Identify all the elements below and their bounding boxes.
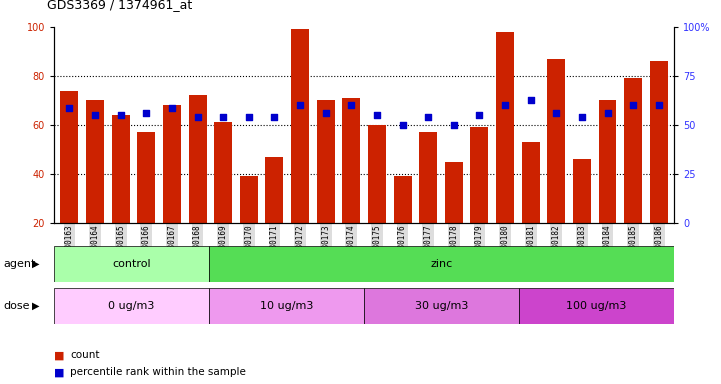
Point xyxy=(602,109,614,116)
Bar xyxy=(573,159,591,272)
Point xyxy=(115,112,126,118)
Text: 100 ug/m3: 100 ug/m3 xyxy=(567,301,627,311)
Text: GDS3369 / 1374961_at: GDS3369 / 1374961_at xyxy=(47,0,192,12)
Point xyxy=(294,102,306,108)
Point xyxy=(627,102,639,108)
Bar xyxy=(547,59,565,272)
Point xyxy=(653,102,665,108)
Point xyxy=(192,114,203,121)
Text: ▶: ▶ xyxy=(32,301,40,311)
Bar xyxy=(291,29,309,272)
Text: agent: agent xyxy=(4,259,36,269)
Bar xyxy=(342,98,360,272)
Bar xyxy=(209,246,674,282)
Point xyxy=(345,102,357,108)
Bar xyxy=(61,91,79,272)
Bar xyxy=(368,125,386,272)
Text: 30 ug/m3: 30 ug/m3 xyxy=(415,301,469,311)
Bar xyxy=(214,122,232,272)
Point xyxy=(320,109,332,116)
Point xyxy=(448,122,459,128)
Text: percentile rank within the sample: percentile rank within the sample xyxy=(70,367,246,377)
Point xyxy=(499,102,510,108)
Bar xyxy=(394,176,412,272)
Text: zinc: zinc xyxy=(430,259,453,269)
Text: 10 ug/m3: 10 ug/m3 xyxy=(260,301,314,311)
Bar xyxy=(163,105,181,272)
Bar xyxy=(650,61,668,272)
Point xyxy=(63,104,75,111)
Bar xyxy=(522,142,539,272)
Bar xyxy=(189,95,206,272)
Bar xyxy=(54,246,209,282)
Point xyxy=(166,104,177,111)
Point xyxy=(397,122,408,128)
Bar xyxy=(445,162,463,272)
Text: 0 ug/m3: 0 ug/m3 xyxy=(108,301,155,311)
Bar xyxy=(470,127,488,272)
Text: ■: ■ xyxy=(54,367,68,377)
Bar xyxy=(209,288,364,324)
Bar xyxy=(317,100,335,272)
Point xyxy=(371,112,383,118)
Point xyxy=(269,114,280,121)
Point xyxy=(141,109,152,116)
Bar xyxy=(496,32,514,272)
Text: control: control xyxy=(112,259,151,269)
Bar xyxy=(624,78,642,272)
Bar xyxy=(86,100,104,272)
Point xyxy=(576,114,588,121)
Bar xyxy=(54,288,209,324)
Bar xyxy=(137,132,155,272)
Bar xyxy=(240,176,258,272)
Point xyxy=(551,109,562,116)
Bar xyxy=(519,288,674,324)
Point xyxy=(474,112,485,118)
Point xyxy=(243,114,255,121)
Point xyxy=(89,112,101,118)
Point xyxy=(525,97,536,103)
Point xyxy=(423,114,434,121)
Text: dose: dose xyxy=(4,301,30,311)
Bar xyxy=(364,288,519,324)
Bar xyxy=(598,100,616,272)
Bar xyxy=(419,132,437,272)
Text: count: count xyxy=(70,350,99,360)
Bar xyxy=(265,157,283,272)
Text: ▶: ▶ xyxy=(32,259,40,269)
Point xyxy=(218,114,229,121)
Text: ■: ■ xyxy=(54,350,68,360)
Bar xyxy=(112,115,130,272)
